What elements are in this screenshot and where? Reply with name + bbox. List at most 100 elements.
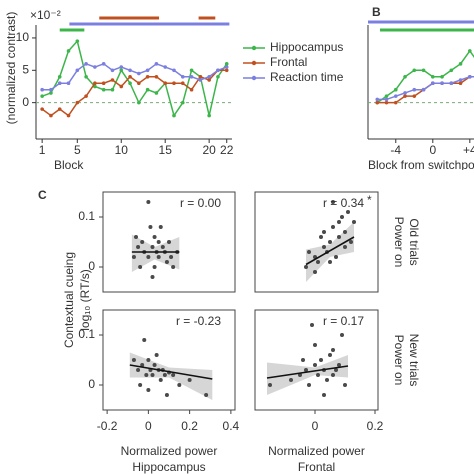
x-axis-label: Hippocampus (132, 460, 205, 474)
scatter-point (301, 358, 305, 362)
series-point (40, 94, 44, 98)
y-tick-label: 0.1 (78, 327, 95, 341)
y-axis-label: (normalized contrast) (4, 12, 18, 125)
scatter-point (158, 225, 163, 229)
scatter-point (322, 230, 326, 234)
scatter-point (164, 260, 169, 264)
series-point (101, 81, 106, 86)
scatter-point (162, 373, 167, 377)
legend-marker (251, 60, 257, 66)
correlation-label: r = 0.34 (323, 196, 364, 210)
series-point (468, 49, 472, 53)
series-point (154, 74, 159, 79)
series-point (393, 100, 398, 105)
scatter-point (307, 250, 311, 254)
series-point (198, 78, 203, 82)
series-point (224, 65, 229, 69)
series-point (180, 100, 185, 105)
series-point (375, 100, 380, 105)
x-tick-label: -0.2 (97, 419, 118, 433)
series-point (119, 84, 124, 89)
legend-marker (251, 75, 257, 81)
scatter-point (146, 388, 151, 392)
series-point (224, 68, 229, 73)
scatter-point (340, 215, 344, 219)
scatter-point (164, 393, 169, 397)
row-label: Power on (392, 217, 406, 268)
y-tick-label: 0 (88, 259, 95, 273)
scatter-point (331, 348, 335, 352)
scatter-point (340, 333, 344, 337)
row-label: New trials (407, 334, 421, 387)
scatter-point (146, 358, 151, 362)
series-point (119, 68, 124, 73)
series-point (75, 39, 80, 43)
row-label: Old trials (407, 218, 421, 265)
series-point (384, 97, 389, 102)
series-point (189, 74, 194, 79)
series-point (101, 62, 106, 66)
scatter-point (148, 225, 153, 229)
series-point (449, 68, 454, 73)
scatter-point (140, 363, 145, 367)
series-point (84, 94, 88, 98)
series-point (421, 87, 426, 92)
scatter-point (328, 260, 332, 264)
series-point (216, 68, 220, 73)
y-tick-label: 0 (22, 95, 29, 109)
scatter-point (331, 373, 335, 377)
series-point (430, 74, 435, 79)
scatter-point (307, 383, 311, 387)
plot-frame (102, 309, 236, 411)
series-point (384, 100, 389, 105)
correlation-label: r = 0.17 (323, 314, 364, 328)
series-point (137, 71, 141, 76)
x-tick-label: 15 (159, 143, 173, 157)
scatter-point (152, 235, 157, 239)
series-point (403, 94, 407, 98)
panel-label: B (372, 5, 381, 19)
x-tick-label: 0 (145, 419, 152, 433)
series-point (163, 65, 168, 69)
scatter-point (150, 373, 155, 377)
scatter-point (140, 240, 145, 244)
x-tick-label: 1 (39, 143, 46, 157)
plot-frame (102, 191, 236, 293)
scatter-point (150, 275, 155, 279)
scatter-point (136, 368, 141, 372)
series-point (66, 81, 71, 86)
plot-frame (254, 191, 379, 293)
series-point (163, 81, 168, 86)
series-point (393, 94, 398, 98)
series-point (440, 81, 444, 86)
x-tick-label: 20 (202, 143, 216, 157)
x-tick-label: 0.4 (223, 419, 240, 433)
scatter-point (328, 353, 332, 357)
panel: 0 0.2 r = 0.17 Power on New trials Normalized… (254, 309, 421, 474)
scatter-point (322, 245, 326, 249)
series-point (75, 68, 80, 73)
series-point (458, 78, 463, 82)
y-axis-label: log₁₀ (RT/s) (78, 269, 92, 330)
scatter-point (160, 245, 165, 249)
scatter-point (156, 255, 161, 259)
scatter-point (138, 383, 143, 387)
series-point (57, 107, 62, 111)
fit-line (305, 236, 355, 266)
scatter-point (171, 265, 176, 269)
series-point (75, 100, 80, 105)
plot-frame (254, 309, 379, 411)
scatter-point (304, 265, 308, 269)
series-point (57, 74, 62, 79)
scatter-point (343, 245, 347, 249)
x-tick-label: 5 (74, 143, 81, 157)
scatter-point (343, 383, 347, 387)
series-point (128, 81, 132, 86)
legend-label: Frontal (270, 55, 307, 69)
scatter-point (331, 200, 335, 204)
scatter-point (136, 245, 141, 249)
x-axis-label: Block (54, 158, 84, 172)
scatter-point (337, 220, 341, 224)
x-tick-label: 0.2 (367, 419, 384, 433)
